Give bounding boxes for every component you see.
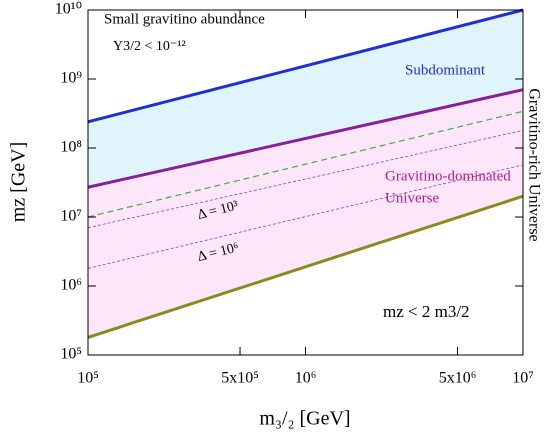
annotation: Gravitino-dominated bbox=[385, 168, 511, 184]
line-layer bbox=[87, 8, 524, 339]
annotation: Small gravitino abundance bbox=[104, 11, 265, 27]
fill-region bbox=[88, 89, 523, 338]
line bbox=[87, 8, 524, 124]
x-tick-label: 5x10⁶ bbox=[439, 370, 477, 387]
x-tick-label: 5x10⁵ bbox=[221, 370, 259, 387]
line bbox=[87, 129, 524, 229]
annotation: Y3/2 < 10⁻¹² bbox=[113, 39, 186, 54]
annotation: Universe bbox=[385, 190, 439, 206]
y-tick-label: 10¹⁰ bbox=[55, 1, 82, 18]
x-axis-label: m₃/₂ [GeV] bbox=[259, 408, 350, 430]
line bbox=[87, 164, 524, 269]
line bbox=[87, 110, 524, 218]
x-tick-label: 10⁷ bbox=[512, 370, 534, 387]
y-tick-label: 10⁶ bbox=[60, 277, 82, 294]
x-tick-label: 10⁶ bbox=[295, 370, 317, 387]
annotation: Subdominant bbox=[405, 62, 486, 78]
y-tick-label: 10⁷ bbox=[60, 208, 82, 225]
y-tick-label: 10⁹ bbox=[60, 70, 82, 87]
fill-region bbox=[88, 10, 523, 188]
y-tick-label: 10⁸ bbox=[60, 139, 82, 156]
line bbox=[87, 88, 524, 189]
line bbox=[87, 194, 524, 339]
x-tick-label: 10⁵ bbox=[77, 370, 99, 387]
y-axis-label: mz [GeV] bbox=[8, 142, 30, 223]
fill-layer bbox=[88, 10, 523, 338]
annotation: Gravitino-rich Universe bbox=[525, 88, 542, 241]
y-tick-label: 10⁵ bbox=[60, 346, 82, 363]
annotation: mz < 2 m3/2 bbox=[383, 302, 470, 321]
